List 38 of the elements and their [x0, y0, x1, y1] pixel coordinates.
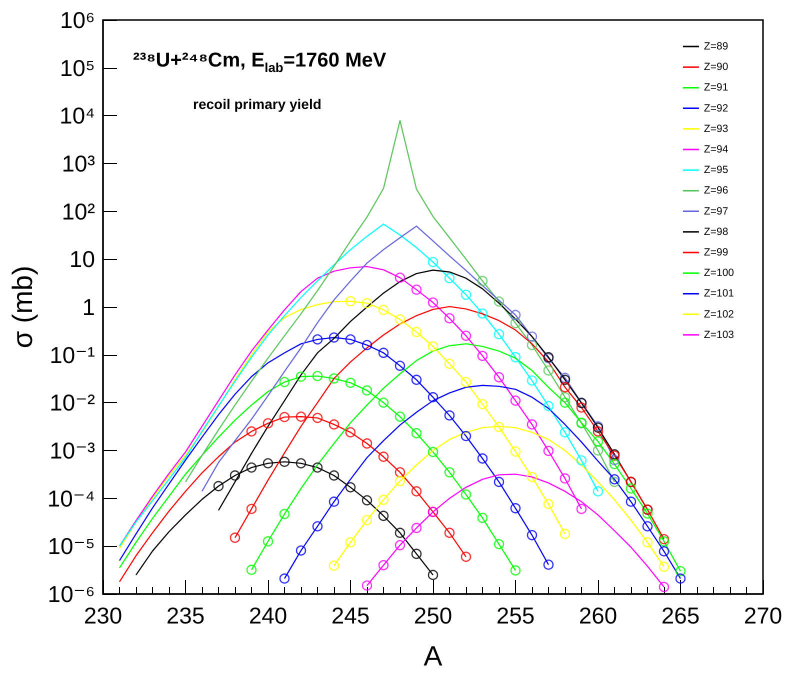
text: recoil primary yield — [193, 96, 322, 112]
y-tick-label: 10⁻¹ — [50, 342, 96, 368]
x-tick-label: 250 — [414, 602, 452, 628]
y-tick-label: 10⁻² — [50, 390, 96, 416]
legend-label: Z=101 — [704, 288, 734, 300]
legend-label: Z=103 — [704, 328, 734, 341]
x-tick-label: 235 — [166, 602, 205, 628]
legend-label: Z=97 — [704, 205, 728, 218]
y-tick-label: 1 — [82, 294, 95, 320]
y-tick-label: 10⁴ — [60, 102, 95, 129]
legend-label: Z=102 — [704, 308, 734, 320]
y-tick-label: 10² — [62, 198, 96, 224]
legend-label: Z=94 — [704, 144, 728, 156]
legend-label: Z=95 — [704, 164, 728, 176]
x-tick-label: 260 — [578, 602, 618, 628]
x-axis-title: A — [424, 640, 443, 672]
legend-label: Z=90 — [704, 61, 728, 74]
legend-label: Z=99 — [704, 246, 728, 258]
x-tick-label: 240 — [248, 602, 288, 628]
legend-label: Z=96 — [704, 184, 728, 197]
y-tick-label: 10⁶ — [60, 7, 95, 33]
y-tick-label: 10⁵ — [60, 54, 95, 81]
legend-label: Z=93 — [704, 122, 728, 135]
legend-label: Z=91 — [704, 82, 728, 94]
x-tick-label: 265 — [661, 602, 700, 628]
legend-label: Z=92 — [704, 102, 728, 114]
legend-label: Z=89 — [704, 40, 728, 52]
y-tick-label: 10⁻³ — [50, 438, 96, 464]
y-axis-title: σ (mb) — [6, 266, 38, 348]
y-tick-label: 10³ — [62, 150, 96, 176]
y-tick-label: 10 — [69, 246, 95, 272]
y-tick-label: 10⁻⁵ — [48, 533, 95, 560]
y-tick-label: 10⁻⁴ — [47, 485, 95, 512]
legend-label: Z=100 — [704, 267, 734, 280]
x-tick-label: 245 — [331, 602, 370, 628]
legend-label: Z=98 — [704, 226, 728, 238]
x-tick-label: 255 — [496, 602, 535, 628]
x-tick-label: 270 — [744, 602, 782, 628]
